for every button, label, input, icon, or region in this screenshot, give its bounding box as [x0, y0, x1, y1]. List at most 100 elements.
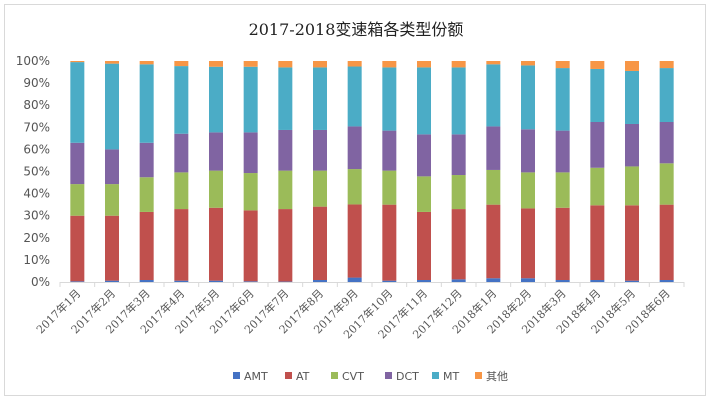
- bar-segment-AMT: [209, 280, 223, 282]
- bar-segment-MT: [174, 66, 189, 134]
- bar-segment-其他: [659, 61, 674, 69]
- bar-segment-其他: [486, 61, 501, 65]
- bar-segment-DCT: [105, 149, 119, 185]
- legend-label: MT: [443, 370, 459, 383]
- bar-segment-AT: [417, 211, 431, 281]
- bar-segment-CVT: [70, 184, 85, 216]
- bar-segment-DCT: [451, 134, 466, 176]
- bar-segment-MT: [521, 65, 535, 130]
- bar-segment-MT: [313, 67, 327, 130]
- bar-segment-MT: [209, 66, 223, 133]
- bar-segment-MT: [243, 66, 258, 133]
- legend-label: CVT: [342, 370, 364, 383]
- chart-title: 2017-2018变速箱各类型份额: [248, 20, 464, 39]
- bar-segment-AMT: [451, 279, 466, 282]
- bar-segment-其他: [382, 61, 397, 68]
- bar-segment-MT: [590, 68, 605, 122]
- bar-segment-AT: [382, 204, 397, 281]
- bar-segment-AT: [243, 210, 258, 282]
- bar-segment-MT: [105, 63, 119, 150]
- legend-swatch-其他: [475, 372, 482, 379]
- bar-segment-AMT: [486, 278, 501, 282]
- bar-segment-其他: [105, 61, 119, 64]
- bar-segment-其他: [590, 61, 605, 69]
- y-tick-label: 30%: [23, 209, 50, 223]
- bar-segment-MT: [417, 67, 431, 135]
- bar-segment-DCT: [590, 121, 605, 168]
- bar-segment-其他: [347, 61, 362, 67]
- y-tick-label: 40%: [23, 187, 50, 201]
- chart-frame: [4, 4, 706, 396]
- legend-label: DCT: [396, 370, 419, 383]
- bar-segment-CVT: [417, 176, 431, 212]
- y-tick-label: 10%: [23, 253, 50, 267]
- y-tick-label: 90%: [23, 76, 50, 90]
- bar-segment-CVT: [347, 169, 362, 205]
- bar-segment-DCT: [625, 123, 639, 167]
- bar-segment-其他: [278, 61, 293, 68]
- bar-segment-AMT: [417, 280, 431, 282]
- bar-segment-MT: [486, 64, 501, 127]
- legend-swatch-AT: [285, 372, 292, 379]
- bar-segment-AMT: [313, 280, 327, 282]
- bar-segment-CVT: [382, 170, 397, 205]
- bar-segment-CVT: [659, 163, 674, 205]
- bar-segment-DCT: [659, 121, 674, 164]
- bar-segment-MT: [659, 68, 674, 122]
- y-tick-label: 0%: [31, 275, 50, 289]
- bar-segment-CVT: [139, 177, 154, 212]
- bar-segment-AT: [521, 208, 535, 279]
- bar-segment-MT: [139, 64, 154, 143]
- bar-segment-MT: [555, 68, 570, 131]
- legend-swatch-AMT: [233, 372, 240, 379]
- bar-segment-其他: [139, 61, 154, 65]
- bar-segment-AMT: [625, 280, 639, 282]
- y-tick-label: 60%: [23, 142, 50, 156]
- legend-swatch-CVT: [331, 372, 338, 379]
- bar-segment-AMT: [555, 280, 570, 282]
- bar-segment-其他: [174, 61, 189, 67]
- bar-segment-其他: [70, 61, 85, 63]
- bar-segment-AMT: [139, 280, 154, 282]
- bar-segment-DCT: [313, 129, 327, 171]
- y-tick-label: 80%: [23, 98, 50, 112]
- bar-segment-AT: [70, 215, 85, 282]
- bar-segment-AT: [347, 204, 362, 278]
- bar-segment-AMT: [174, 280, 189, 282]
- bar-segment-DCT: [174, 133, 189, 173]
- bar-segment-AT: [451, 209, 466, 280]
- y-tick-label: 100%: [16, 54, 50, 68]
- y-tick-label: 50%: [23, 165, 50, 179]
- bar-segment-CVT: [451, 175, 466, 210]
- bar-segment-DCT: [70, 142, 85, 185]
- bar-segment-DCT: [139, 142, 154, 178]
- bar-segment-CVT: [313, 170, 327, 207]
- bar-segment-CVT: [555, 172, 570, 208]
- legend-label: 其他: [486, 370, 508, 383]
- bar-segment-AT: [625, 205, 639, 281]
- bar-segment-AMT: [105, 280, 119, 282]
- bar-segment-CVT: [209, 170, 223, 208]
- bar-segment-DCT: [521, 129, 535, 173]
- legend-label: AMT: [244, 370, 268, 383]
- bar-segment-其他: [209, 61, 223, 67]
- bar-segment-AMT: [70, 281, 85, 282]
- bar-segment-AT: [555, 207, 570, 281]
- bar-segment-AMT: [521, 278, 535, 282]
- bar-segment-AMT: [590, 280, 605, 282]
- bar-segment-CVT: [105, 184, 119, 216]
- bar-segment-DCT: [486, 126, 501, 170]
- bar-segment-其他: [417, 61, 431, 68]
- bar-segment-AT: [139, 211, 154, 281]
- bar-segment-DCT: [382, 130, 397, 171]
- bar-segment-AMT: [243, 281, 258, 282]
- bar-segment-DCT: [209, 132, 223, 171]
- bar-segment-CVT: [174, 172, 189, 210]
- bar-segment-MT: [451, 67, 466, 135]
- bar-segment-其他: [521, 61, 535, 66]
- bar-segment-其他: [625, 61, 639, 71]
- bar-segment-其他: [555, 61, 570, 69]
- bar-segment-MT: [382, 67, 397, 131]
